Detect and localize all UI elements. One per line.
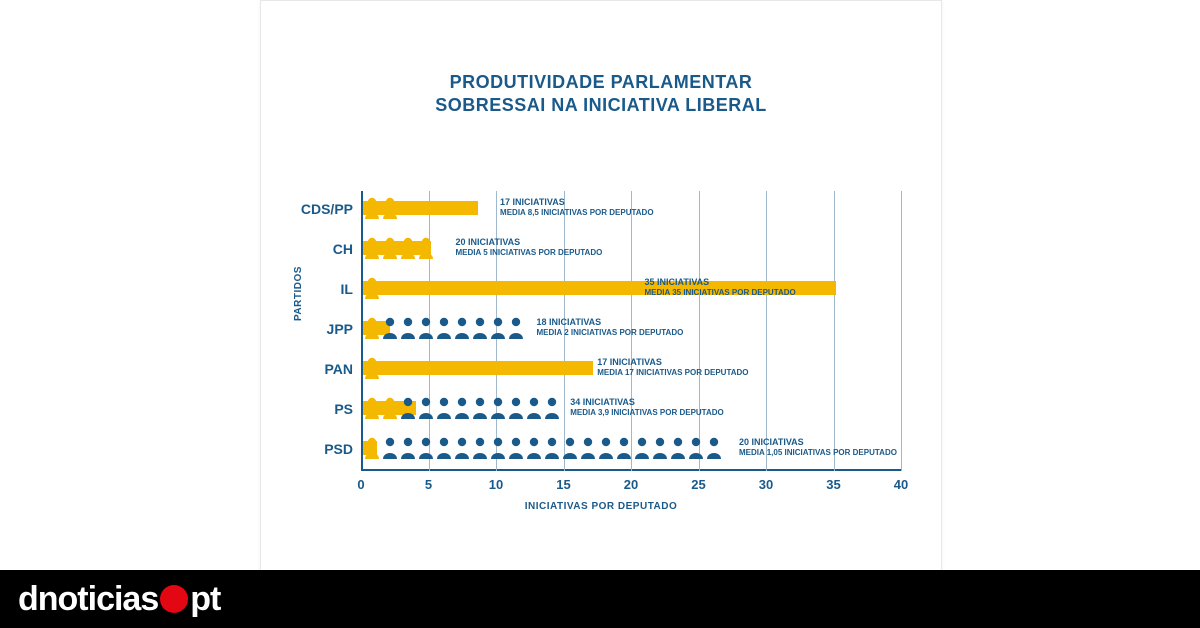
person-icon: [597, 437, 615, 459]
y-axis-label: PARTIDOS: [293, 266, 304, 321]
person-icon: [417, 237, 435, 259]
person-icon: [561, 437, 579, 459]
row-annotation: 18 INICIATIVASMEDIA 2 INICIATIVAS POR DE…: [537, 317, 684, 337]
people-icons: [363, 277, 381, 299]
person-icon: [507, 437, 525, 459]
person-icon: [381, 437, 399, 459]
person-icon: [471, 437, 489, 459]
row-label: CDS/PP: [301, 201, 353, 217]
person-icon: [687, 437, 705, 459]
title-line-1: PRODUTIVIDADE PARLAMENTAR: [261, 71, 941, 94]
people-icons: [363, 437, 723, 459]
person-icon: [579, 437, 597, 459]
person-icon: [399, 237, 417, 259]
person-icon: [435, 397, 453, 419]
person-icon: [669, 437, 687, 459]
person-icon: [399, 397, 417, 419]
person-icon: [615, 437, 633, 459]
person-icon: [363, 317, 381, 339]
plot-area: 0510152025303540CDS/PP17 INICIATIVASMEDI…: [361, 191, 901, 471]
person-icon: [399, 317, 417, 339]
row-label: JPP: [327, 321, 353, 337]
person-icon: [489, 437, 507, 459]
person-icon: [381, 397, 399, 419]
person-icon: [399, 437, 417, 459]
people-icons: [363, 397, 561, 419]
chart-row: PS34 INICIATIVASMEDIA 3,9 INICIATIVAS PO…: [361, 395, 901, 431]
row-label: PS: [334, 401, 353, 417]
x-tick-label: 20: [624, 477, 638, 492]
person-icon: [543, 397, 561, 419]
chart-card: PRODUTIVIDADE PARLAMENTAR SOBRESSAI NA I…: [260, 0, 942, 572]
row-label: PSD: [324, 441, 353, 457]
person-icon: [453, 397, 471, 419]
person-icon: [543, 437, 561, 459]
person-icon: [471, 317, 489, 339]
person-icon: [435, 317, 453, 339]
row-annotation: 17 INICIATIVASMEDIA 17 INICIATIVAS POR D…: [597, 357, 748, 377]
people-icons: [363, 317, 525, 339]
x-tick-label: 35: [826, 477, 840, 492]
person-icon: [453, 317, 471, 339]
x-tick-label: 0: [357, 477, 364, 492]
person-icon: [453, 437, 471, 459]
row-annotation: 35 INICIATIVASMEDIA 35 INICIATIVAS POR D…: [645, 277, 796, 297]
row-annotation: 34 INICIATIVASMEDIA 3,9 INICIATIVAS POR …: [570, 397, 724, 417]
x-tick-label: 30: [759, 477, 773, 492]
footer-bar: dnoticias pt: [0, 570, 1200, 628]
person-icon: [363, 277, 381, 299]
person-icon: [417, 397, 435, 419]
person-icon: [381, 197, 399, 219]
person-icon: [525, 437, 543, 459]
person-icon: [363, 237, 381, 259]
person-icon: [507, 397, 525, 419]
grid-line: [901, 191, 902, 471]
chart-row: JPP18 INICIATIVASMEDIA 2 INICIATIVAS POR…: [361, 315, 901, 351]
person-icon: [489, 397, 507, 419]
person-icon: [633, 437, 651, 459]
chart-row: IL35 INICIATIVASMEDIA 35 INICIATIVAS POR…: [361, 275, 901, 311]
x-tick-label: 15: [556, 477, 570, 492]
person-icon: [363, 437, 381, 459]
bar: [363, 361, 593, 375]
person-icon: [363, 197, 381, 219]
person-icon: [417, 437, 435, 459]
person-icon: [363, 397, 381, 419]
chart-row: PAN17 INICIATIVASMEDIA 17 INICIATIVAS PO…: [361, 355, 901, 391]
row-annotation: 20 INICIATIVASMEDIA 1,05 INICIATIVAS POR…: [739, 437, 897, 457]
person-icon: [525, 397, 543, 419]
person-icon: [435, 437, 453, 459]
person-icon: [705, 437, 723, 459]
x-axis-label: INICIATIVAS POR DEPUTADO: [261, 501, 941, 512]
x-tick-label: 25: [691, 477, 705, 492]
person-icon: [417, 317, 435, 339]
logo-dot-icon: [160, 585, 188, 613]
person-icon: [507, 317, 525, 339]
site-logo: dnoticias pt: [18, 580, 220, 619]
person-icon: [381, 317, 399, 339]
row-label: IL: [341, 281, 353, 297]
person-icon: [651, 437, 669, 459]
row-annotation: 17 INICIATIVASMEDIA 8,5 INICIATIVAS POR …: [500, 197, 654, 217]
row-annotation: 20 INICIATIVASMEDIA 5 INICIATIVAS POR DE…: [456, 237, 603, 257]
people-icons: [363, 357, 381, 379]
chart-row: PSD20 INICIATIVASMEDIA 1,05 INICIATIVAS …: [361, 435, 901, 471]
person-icon: [489, 317, 507, 339]
chart-title: PRODUTIVIDADE PARLAMENTAR SOBRESSAI NA I…: [261, 71, 941, 118]
person-icon: [381, 237, 399, 259]
row-label: PAN: [324, 361, 353, 377]
people-icons: [363, 237, 435, 259]
logo-prefix: dnoticias: [18, 580, 158, 619]
chart-row: CH20 INICIATIVASMEDIA 5 INICIATIVAS POR …: [361, 235, 901, 271]
chart-row: CDS/PP17 INICIATIVASMEDIA 8,5 INICIATIVA…: [361, 195, 901, 231]
row-label: CH: [333, 241, 353, 257]
people-icons: [363, 197, 399, 219]
person-icon: [471, 397, 489, 419]
x-tick-label: 10: [489, 477, 503, 492]
x-tick-label: 40: [894, 477, 908, 492]
person-icon: [363, 357, 381, 379]
logo-suffix: pt: [190, 580, 220, 619]
title-line-2: SOBRESSAI NA INICIATIVA LIBERAL: [261, 94, 941, 117]
x-tick-label: 5: [425, 477, 432, 492]
